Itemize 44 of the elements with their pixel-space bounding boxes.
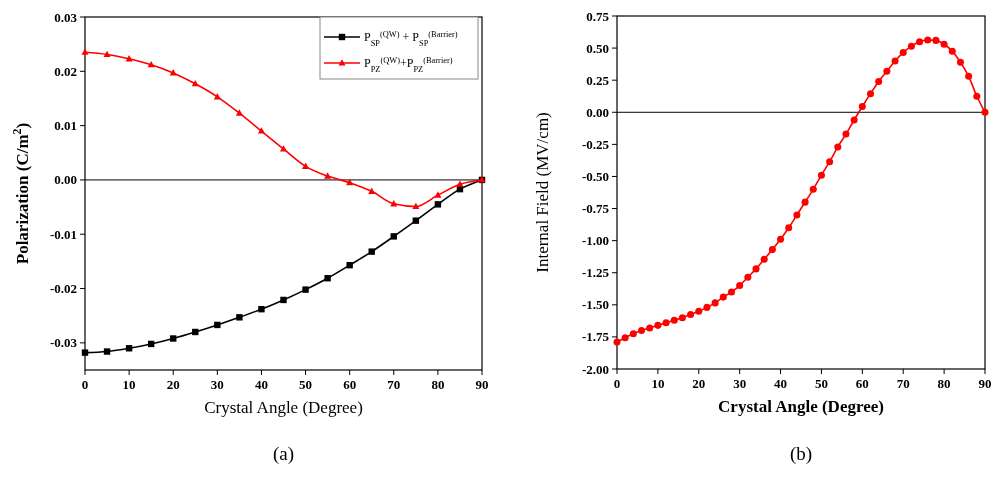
y-tick-label: -0.03 bbox=[49, 335, 78, 351]
y-tick-label: 0.00 bbox=[586, 104, 609, 120]
x-tick-label: 40 bbox=[774, 376, 788, 391]
x-tick-label: 50 bbox=[814, 376, 828, 391]
x-tick-label: 60 bbox=[855, 376, 869, 391]
text: (b) bbox=[789, 443, 813, 465]
y-tick-label: 0.03 bbox=[54, 9, 78, 25]
x-tick-label: 10 bbox=[122, 377, 136, 392]
x-axis-title: Crystal Angle (Degree) bbox=[204, 398, 363, 417]
y-tick-label: 0.50 bbox=[586, 40, 609, 56]
x-tick-label: 70 bbox=[387, 377, 401, 392]
x-tick-label: 0 bbox=[81, 377, 89, 392]
x-tick-label: 90 bbox=[475, 377, 489, 392]
y-tick-label: -2.00 bbox=[581, 361, 609, 377]
x-axis-title: Crystal Angle (Degree) bbox=[718, 397, 884, 416]
x-tick-label: 0 bbox=[613, 376, 621, 391]
x-tick-label: 90 bbox=[978, 376, 992, 391]
x-tick-label: 60 bbox=[343, 377, 357, 392]
y-tick-label: 0.00 bbox=[54, 172, 77, 188]
y-tick-label: -1.75 bbox=[581, 329, 610, 345]
y-tick-label: -0.02 bbox=[49, 281, 77, 297]
x-tick-label: 20 bbox=[166, 377, 180, 392]
y-tick-label: 0.02 bbox=[54, 63, 77, 79]
y-tick-label: 0.75 bbox=[586, 8, 610, 24]
y-axis-title: Internal Field (MV/cm) bbox=[533, 112, 552, 273]
y-tick-label: 0.25 bbox=[586, 72, 610, 88]
x-tick-label: 80 bbox=[937, 376, 951, 391]
x-tick-label: 30 bbox=[210, 377, 224, 392]
y-tick-label: -0.01 bbox=[49, 226, 77, 242]
y-tick-label: -1.00 bbox=[581, 233, 609, 249]
x-tick-label: 10 bbox=[651, 376, 665, 391]
x-tick-label: 40 bbox=[254, 377, 268, 392]
x-tick-label: 70 bbox=[896, 376, 910, 391]
y-tick-label: -1.25 bbox=[581, 265, 610, 281]
x-tick-label: 80 bbox=[431, 377, 445, 392]
x-tick-label: 30 bbox=[733, 376, 747, 391]
x-tick-label: 50 bbox=[299, 377, 313, 392]
y-tick-label: -0.75 bbox=[581, 201, 610, 217]
y-tick-label: -0.25 bbox=[581, 136, 610, 152]
y-tick-label: -0.50 bbox=[581, 169, 609, 184]
x-tick-label: 20 bbox=[692, 376, 706, 391]
y-tick-label: 0.01 bbox=[54, 118, 77, 134]
y-tick-label: -1.50 bbox=[581, 297, 609, 313]
text: (a) bbox=[272, 443, 295, 465]
